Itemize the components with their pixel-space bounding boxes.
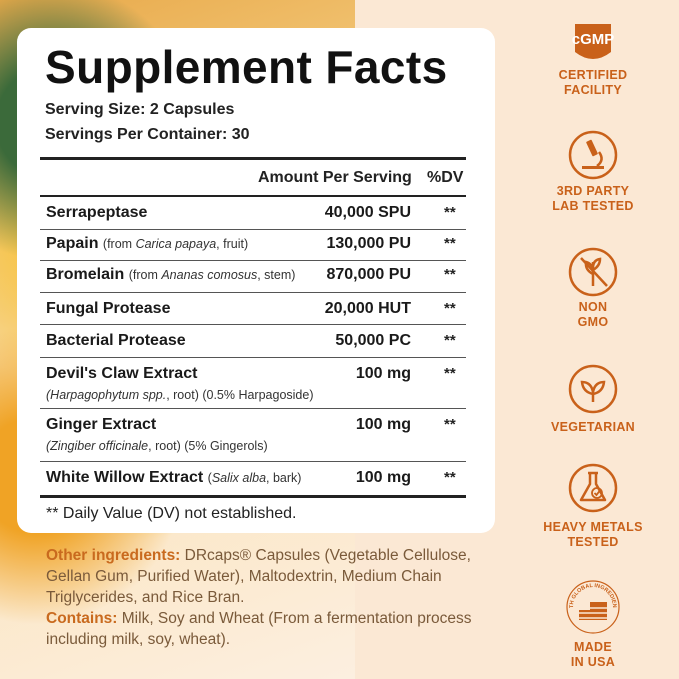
ingredient-amount: 100 mg [355, 365, 411, 382]
ingredient-name: Devil's Claw Extract [46, 365, 198, 382]
badge-caption: LAB TESTED [552, 199, 634, 213]
ingredient-name: Fungal Protease [46, 300, 171, 317]
ingredient-name: Bromelain (from Ananas comosus, stem) [46, 266, 296, 283]
ingredient-dv: ** [444, 266, 456, 283]
flask-check-icon [568, 463, 618, 513]
divider [40, 357, 466, 358]
divider [40, 229, 466, 230]
ingredient-name: Ginger Extract [46, 416, 157, 433]
badge-caption: FACILITY [564, 83, 622, 97]
ingredient-amount: 870,000 PU [326, 266, 411, 283]
badge-lab-tested: 3RD PARTY LAB TESTED [520, 130, 666, 214]
ingredient-dv: ** [444, 469, 456, 486]
serving-size: Serving Size: 2 Capsules [45, 101, 235, 118]
microscope-icon [568, 130, 618, 180]
ingredient-dv: ** [444, 365, 456, 382]
ingredient-source: (Zingiber officinale, root) (5% Gingerol… [46, 439, 268, 453]
ingredient-amount: 100 mg [355, 416, 411, 433]
divider [40, 461, 466, 462]
divider [40, 157, 466, 160]
leaf-icon [568, 364, 618, 414]
ingredient-name: Bacterial Protease [46, 332, 186, 349]
ingredient-dv: ** [444, 332, 456, 349]
header-dv: %DV [427, 169, 464, 186]
ingredient-source: (Harpagophytum spp., root) (0.5% Harpago… [46, 388, 314, 402]
badge-caption: TESTED [567, 535, 619, 549]
divider [40, 195, 466, 197]
supplement-facts-panel [17, 28, 495, 533]
divider [40, 292, 466, 293]
seal-text: cGMP [572, 31, 615, 48]
ingredient-amount: 130,000 PU [326, 235, 411, 252]
badge-caption: CERTIFIED [558, 68, 628, 82]
badge-heavy-metals: HEAVY METALS TESTED [520, 462, 666, 550]
ingredient-dv: ** [444, 416, 456, 433]
ingredient-amount: 50,000 PC [335, 332, 411, 349]
ingredient-name: Serrapeptase [46, 204, 148, 221]
contains-allergens: Contains: Milk, Soy and Wheat (From a fe… [46, 610, 472, 648]
badge-vegetarian: VEGETARIAN [520, 364, 666, 435]
ingredient-dv: ** [444, 235, 456, 252]
ingredient-name: Papain (from Carica papaya, fruit) [46, 235, 249, 252]
ingredient-amount: 20,000 HUT [324, 300, 411, 317]
divider [40, 495, 466, 498]
divider [40, 260, 466, 261]
badge-caption: MADE [573, 640, 612, 654]
badge-caption: NON [578, 300, 608, 314]
badge-non-gmo: NON GMO [520, 246, 666, 330]
badge-cgmp: cGMP CERTIFIED FACILITY [520, 22, 666, 98]
ingredient-amount: 40,000 SPU [324, 204, 411, 221]
badge-caption: GMO [577, 315, 609, 329]
badge-caption: IN USA [570, 655, 616, 669]
divider [40, 408, 466, 409]
badge-caption: VEGETARIAN [550, 420, 636, 434]
servings-per-container: Servings Per Container: 30 [45, 126, 250, 143]
dv-footnote: ** Daily Value (DV) not established. [46, 505, 297, 522]
ingredient-dv: ** [444, 300, 456, 317]
ingredient-name: White Willow Extract (Salix alba, bark) [46, 469, 302, 486]
usa-flag-seal-icon: WITH GLOBAL INGREDIENTS [563, 578, 620, 634]
cgmp-seal-icon: cGMP [572, 24, 615, 59]
badge-made-in-usa: WITH GLOBAL INGREDIENTS MADE IN USA [520, 578, 666, 670]
page-title: Supplement Facts [45, 41, 448, 93]
ingredient-dv: ** [444, 204, 456, 221]
ingredient-amount: 100 mg [355, 469, 411, 486]
header-amount: Amount Per Serving [258, 169, 412, 186]
divider [40, 324, 466, 325]
badge-caption: HEAVY METALS [543, 520, 643, 534]
other-ingredients: Other ingredients: DRcaps® Capsules (Veg… [46, 547, 471, 606]
badge-caption: 3RD PARTY [556, 184, 630, 198]
non-gmo-icon [568, 247, 618, 297]
